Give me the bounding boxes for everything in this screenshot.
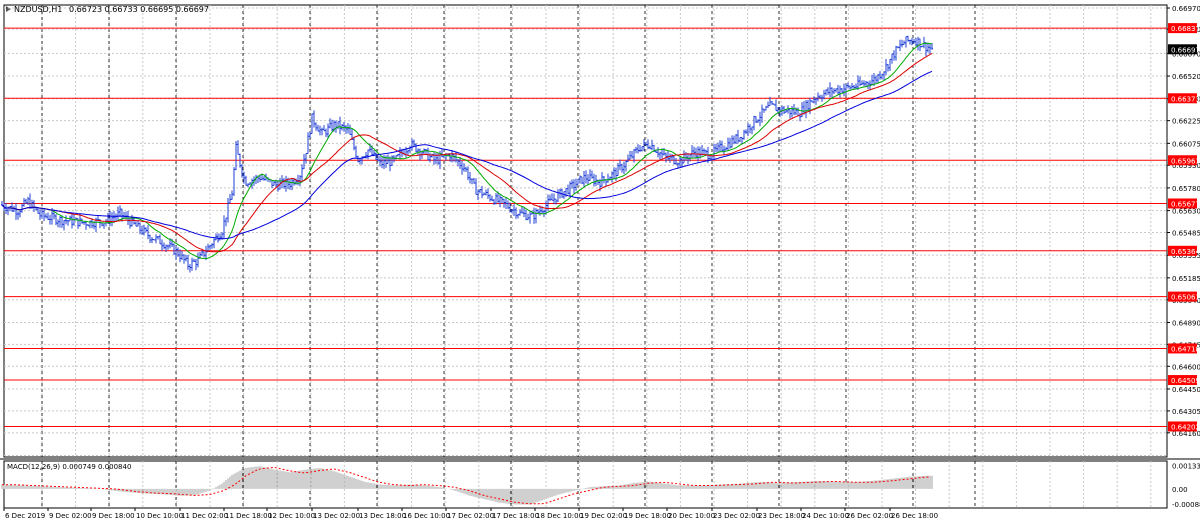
level-tag-label: 0.64718	[1171, 345, 1200, 353]
price-tick-label: 0.66670	[1172, 50, 1200, 58]
level-tag	[1168, 198, 1197, 209]
level-tag	[1168, 421, 1197, 432]
level-tag-label: 0.64202	[1171, 423, 1200, 431]
price-tick-label: 0.64450	[1172, 386, 1200, 394]
time-tick-label: 24 Dec 10:00	[802, 512, 849, 520]
time-tick-label: 10 Dec 10:00	[136, 512, 183, 520]
price-tick-label: 0.64160	[1172, 430, 1200, 438]
price-tick-label: 0.65485	[1172, 230, 1200, 238]
level-tag-label: 0.64509	[1171, 377, 1200, 385]
time-tick-label: 11 Dec 02:00	[181, 512, 228, 520]
time-tick-label: 23 Dec 18:00	[758, 512, 805, 520]
level-tag-label: 0.65061	[1171, 294, 1200, 302]
symbol-marker-icon	[6, 6, 11, 12]
level-tag	[1168, 23, 1197, 34]
moving-average-line	[1, 42, 933, 260]
price-tick-label: 0.65630	[1172, 208, 1200, 216]
time-tick-label: 6 Dec 2019	[5, 512, 45, 520]
macd-tick-label: -0.000883	[1172, 501, 1200, 509]
price-tick-label: 0.65930	[1172, 162, 1200, 170]
time-tick-label: 16 Dec 10:00	[403, 512, 450, 520]
level-tag	[1168, 343, 1197, 354]
price-tick-label: 0.66520	[1172, 73, 1200, 81]
moving-average-line	[1, 52, 933, 253]
price-tick-label: 0.66075	[1172, 140, 1200, 148]
level-tag-label: 0.65963	[1171, 157, 1200, 165]
symbol-label: NZDUSD,H1	[14, 5, 62, 14]
price-tick-label: 0.65185	[1172, 275, 1200, 283]
price-tick-label: 0.65780	[1172, 185, 1200, 193]
macd-tick-label: 0.00	[1172, 486, 1188, 494]
level-tag	[1168, 291, 1197, 302]
time-tick-label: 9 Dec 02:00	[49, 512, 92, 520]
macd-tick-label: 0.001333	[1172, 463, 1200, 471]
level-tag	[1168, 93, 1197, 104]
time-tick-label: 26 Dec 02:00	[846, 512, 893, 520]
macd-label: MACD(12,26,9) 0.000749 0.000840	[7, 463, 131, 471]
price-tick-label: 0.64890	[1172, 319, 1200, 327]
time-tick-label: 13 Dec 18:00	[359, 512, 406, 520]
time-tick-label: 18 Dec 10:00	[536, 512, 583, 520]
level-tag	[1168, 155, 1197, 166]
macd-pane-border	[3, 460, 1168, 509]
time-tick-label: 11 Dec 18:00	[225, 512, 272, 520]
level-tag-label: 0.65364	[1171, 248, 1200, 256]
price-tick-label: 0.64600	[1172, 363, 1200, 371]
quote-label: 0.66723 0.66733 0.66695 0.66697	[69, 5, 209, 14]
current-price-tag	[1168, 44, 1197, 55]
level-tag-label: 0.66373	[1171, 95, 1200, 103]
time-tick-label: 26 Dec 18:00	[891, 512, 938, 520]
price-tick-label: 0.66970	[1172, 5, 1200, 13]
price-tick-label: 0.66225	[1172, 118, 1200, 126]
level-tag-label: 0.65677	[1171, 200, 1200, 208]
macd-signal-line	[2, 466, 931, 505]
level-tag-label: 0.66837	[1171, 25, 1200, 33]
moving-average-line	[1, 70, 933, 240]
main-pane-border	[3, 4, 1168, 458]
price-tick-label: 0.64305	[1172, 408, 1200, 416]
time-tick-label: 9 Dec 18:00	[92, 512, 135, 520]
time-tick-label: 19 Dec 18:00	[624, 512, 671, 520]
level-tag	[1168, 245, 1197, 256]
time-tick-label: 17 Dec 02:00	[447, 512, 494, 520]
time-tick-label: 13 Dec 02:00	[313, 512, 360, 520]
current-price-label: 0.66697	[1171, 46, 1200, 54]
level-tag	[1168, 375, 1197, 386]
price-tick-label: 0.65335	[1172, 252, 1200, 260]
time-tick-label: 20 Dec 10:00	[668, 512, 715, 520]
time-tick-label: 19 Dec 02:00	[580, 512, 627, 520]
time-tick-label: 17 Dec 18:00	[492, 512, 539, 520]
time-tick-label: 23 Dec 02:00	[713, 512, 760, 520]
time-tick-label: 12 Dec 10:00	[268, 512, 315, 520]
